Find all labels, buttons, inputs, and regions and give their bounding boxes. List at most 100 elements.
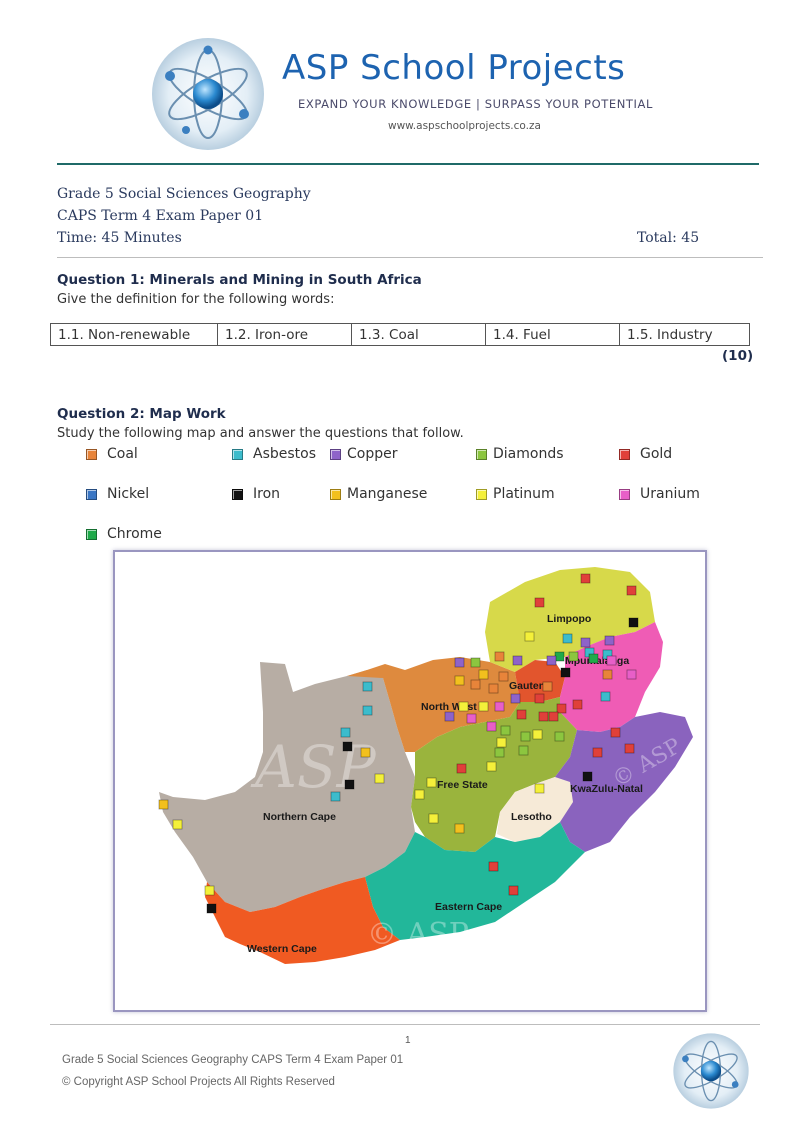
label-western-cape: Western Cape	[247, 943, 317, 955]
marker-asbestos	[330, 791, 341, 802]
asbestos-swatch	[232, 448, 243, 460]
marker-asbestos	[362, 681, 373, 692]
term-cell: 1.1. Non-renewable	[50, 323, 218, 346]
definitions-table: 1.1. Non-renewable 1.2. Iron-ore 1.3. Co…	[50, 323, 750, 346]
marker-platinum	[172, 819, 183, 830]
legend-label: Uranium	[640, 486, 700, 502]
legend-item-platinum: Platinum	[476, 486, 555, 502]
marker-asbestos	[600, 691, 611, 702]
legend-label: Diamonds	[493, 446, 564, 462]
term-cell: 1.4. Fuel	[485, 323, 620, 346]
marker-platinum	[534, 783, 545, 794]
label-gauteng: Gauteng	[509, 680, 552, 692]
lesotho	[497, 777, 573, 842]
province-limpopo	[485, 567, 655, 672]
marker-diamonds	[554, 731, 565, 742]
marker-copper	[512, 655, 523, 666]
question1-title: Question 1: Minerals and Mining in South…	[57, 272, 422, 288]
footer-title: Grade 5 Social Sciences Geography CAPS T…	[62, 1054, 404, 1066]
marker-manganese	[158, 799, 169, 810]
atom-logo-icon	[152, 38, 264, 150]
marker-gold	[592, 747, 603, 758]
footer-atom-logo-icon	[673, 1033, 749, 1109]
marker-diamonds	[500, 725, 511, 736]
marker-uranium	[626, 669, 637, 680]
legend-label: Iron	[253, 486, 281, 502]
nickel-swatch	[86, 488, 97, 500]
marker-copper	[546, 655, 557, 666]
gold-swatch	[619, 448, 630, 460]
exam-paper: CAPS Term 4 Exam Paper 01	[57, 208, 264, 224]
marker-uranium	[486, 721, 497, 732]
marker-copper	[454, 657, 465, 668]
term-cell: 1.3. Coal	[351, 323, 486, 346]
marker-diamonds	[494, 747, 505, 758]
iron-swatch	[232, 488, 243, 500]
marker-uranium	[606, 655, 617, 666]
south-africa-minerals-map: Limpopo Mpumalanga North West Gauteng Fr…	[113, 550, 707, 1012]
marker-diamonds	[518, 745, 529, 756]
marker-gold	[548, 711, 559, 722]
label-lesotho: Lesotho	[511, 811, 552, 823]
legend-item-iron: Iron	[232, 486, 280, 502]
legend-item-coal: Coal	[86, 446, 138, 462]
marker-diamonds	[470, 657, 481, 668]
label-kwazulu-natal: KwaZulu-Natal	[570, 783, 643, 795]
page-number: 1	[405, 1035, 411, 1046]
marker-gold	[556, 703, 567, 714]
brand-title: ASP School Projects	[282, 48, 626, 88]
marker-copper	[604, 635, 615, 646]
marker-manganese	[454, 675, 465, 686]
marker-coal	[602, 669, 613, 680]
marker-copper	[510, 693, 521, 704]
marker-gold	[626, 585, 637, 596]
label-north-west: North West	[421, 701, 477, 713]
question1-marks: (10)	[722, 348, 754, 364]
marker-platinum	[486, 761, 497, 772]
watermark-asp: ASP	[250, 733, 377, 801]
legend-item-gold: Gold	[619, 446, 672, 462]
legend-label: Nickel	[107, 486, 150, 502]
marker-iron	[560, 667, 571, 678]
marker-gold	[508, 885, 519, 896]
marker-iron	[344, 779, 355, 790]
legend-label: Manganese	[347, 486, 428, 502]
mineral-markers	[158, 573, 639, 914]
marker-gold	[610, 727, 621, 738]
legend-label: Chrome	[107, 526, 162, 542]
marker-copper	[580, 637, 591, 648]
chrome-swatch	[86, 528, 97, 540]
legend-item-nickel: Nickel	[86, 486, 149, 502]
marker-platinum	[458, 701, 469, 712]
legend-item-manganese: Manganese	[330, 486, 427, 502]
marker-copper	[444, 711, 455, 722]
legend-label: Platinum	[493, 486, 555, 502]
copper-swatch	[330, 448, 341, 460]
marker-platinum	[428, 813, 439, 824]
label-limpopo: Limpopo	[547, 613, 591, 625]
marker-diamonds	[568, 651, 579, 662]
marker-gold	[456, 763, 467, 774]
marker-manganese	[360, 747, 371, 758]
label-eastern-cape: Eastern Cape	[435, 901, 502, 913]
brand-url: www.aspschoolprojects.co.za	[388, 120, 541, 132]
marker-manganese	[478, 669, 489, 680]
coal-swatch	[86, 448, 97, 460]
question2-instruction: Study the following map and answer the q…	[57, 426, 464, 441]
header-divider	[57, 163, 759, 165]
marker-asbestos	[340, 727, 351, 738]
marker-iron	[206, 903, 217, 914]
exam-total: Total: 45	[637, 230, 700, 246]
brand-tagline: EXPAND YOUR KNOWLEDGE | SURPASS YOUR POT…	[298, 97, 654, 111]
marker-gold	[580, 573, 591, 584]
marker-coal	[488, 683, 499, 694]
legend-label: Copper	[347, 446, 398, 462]
marker-platinum	[414, 789, 425, 800]
marker-platinum	[478, 701, 489, 712]
legend-item-asbestos: Asbestos	[232, 446, 316, 462]
marker-platinum	[204, 885, 215, 896]
table-row: 1.1. Non-renewable 1.2. Iron-ore 1.3. Co…	[50, 323, 750, 346]
province-kwazulu-natal	[555, 712, 693, 852]
footer-copyright: © Copyright ASP School Projects All Righ…	[62, 1076, 335, 1088]
question1-instruction: Give the definition for the following wo…	[57, 292, 335, 307]
